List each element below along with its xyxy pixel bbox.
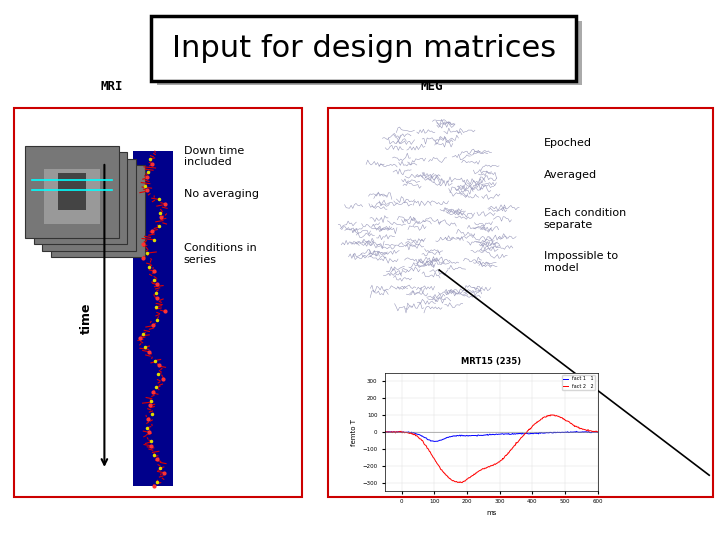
Bar: [58, 173, 86, 210]
fact 2   2: [507, 446, 516, 453]
Text: MRI: MRI: [100, 80, 123, 93]
Text: Impossible to
model: Impossible to model: [544, 251, 618, 273]
Text: Conditions in
series: Conditions in series: [184, 243, 256, 265]
Title: MRT15 (235): MRT15 (235): [462, 357, 521, 366]
fact 2   2: [381, 428, 390, 435]
Bar: [328, 108, 713, 497]
Line: fact 2   2: fact 2 2: [385, 415, 598, 483]
X-axis label: ms: ms: [486, 510, 497, 516]
Y-axis label: femto T: femto T: [351, 418, 357, 445]
Bar: [84, 193, 112, 230]
fact 2   2: [591, 428, 600, 435]
Bar: [42, 159, 136, 251]
fact 2   2: [458, 480, 467, 486]
Text: Down time
included: Down time included: [184, 146, 244, 167]
Text: No averaging: No averaging: [184, 189, 258, 199]
Legend: fact 1   1, fact 2   2: fact 1 1, fact 2 2: [562, 375, 595, 390]
Line: fact 1   1: fact 1 1: [385, 431, 598, 441]
fact 1   1: [572, 428, 580, 435]
fact 1   1: [438, 436, 446, 443]
fact 2   2: [593, 429, 602, 435]
Bar: [70, 188, 126, 243]
fact 2   2: [480, 465, 488, 472]
Text: MEG: MEG: [420, 80, 444, 93]
Bar: [53, 175, 109, 230]
Bar: [14, 108, 302, 497]
Text: Averaged: Averaged: [544, 170, 597, 180]
Text: Input for design matrices: Input for design matrices: [171, 34, 556, 63]
Bar: [61, 181, 117, 237]
fact 2   2: [438, 467, 446, 473]
Bar: [51, 165, 145, 257]
Bar: [151, 16, 576, 81]
Bar: [66, 180, 95, 217]
Text: time: time: [80, 303, 93, 334]
Text: Epoched: Epoched: [544, 138, 592, 148]
Bar: [76, 186, 104, 223]
Bar: [44, 168, 100, 224]
fact 2   2: [585, 428, 594, 434]
Text: Each condition
separate: Each condition separate: [544, 208, 626, 230]
fact 1   1: [507, 431, 516, 437]
fact 1   1: [480, 432, 488, 438]
fact 1   1: [430, 438, 438, 444]
fact 1   1: [495, 431, 503, 437]
fact 1   1: [593, 429, 602, 436]
Bar: [34, 152, 127, 244]
fact 1   1: [381, 428, 390, 435]
fact 1   1: [585, 429, 594, 436]
fact 2   2: [495, 458, 503, 465]
fact 2   2: [546, 411, 555, 418]
fact 1   1: [591, 429, 600, 435]
Bar: [25, 146, 119, 238]
Bar: [133, 151, 173, 486]
Bar: [157, 21, 582, 85]
